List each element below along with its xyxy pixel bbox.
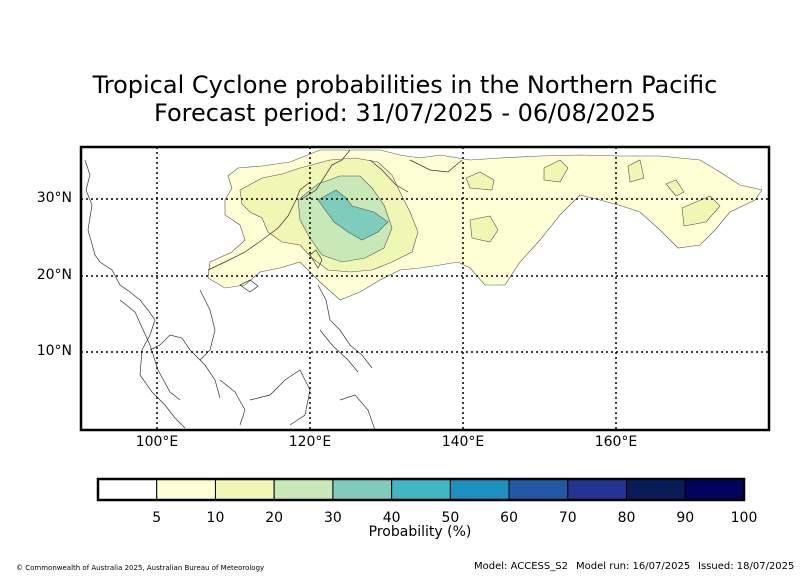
colorbar-tick-label: 50 [441, 510, 460, 526]
colorbar-tick-label: 40 [382, 510, 401, 526]
colorbar-tick-label: 60 [500, 510, 518, 526]
prob-region-10g [665, 179, 685, 197]
colorbar-tick-label: 70 [558, 510, 577, 526]
colorbar-swatch [97, 478, 158, 501]
colorbar-swatch [626, 478, 686, 501]
lon-label-140e: 140°E [441, 434, 485, 450]
prob-region-10c [465, 171, 495, 191]
colorbar-swatch [273, 478, 334, 501]
colorbar-swatch [214, 478, 275, 501]
copyright-notice: © Commonwealth of Australia 2025, Austra… [16, 564, 265, 572]
gridlines [81, 147, 769, 430]
prob-region-10e [627, 159, 645, 183]
map-frame [79, 145, 771, 432]
colorbar-tick-label: 10 [206, 510, 225, 526]
colorbar [96, 477, 746, 502]
colorbar-tick-label: 20 [265, 510, 284, 526]
issued-date: Issued: 18/07/2025 [698, 561, 795, 572]
lon-label-100e: 100°E [135, 434, 179, 450]
prob-region-30 [317, 189, 389, 241]
colorbar-tick-label: 90 [676, 510, 695, 526]
colorbar-frame [96, 477, 746, 502]
prob-region-10d [543, 159, 569, 183]
colorbar-swatch [449, 478, 510, 501]
colorbar-tick-label: 5 [152, 510, 162, 526]
lat-label-30n: 30°N [36, 190, 72, 206]
lon-label-160e: 160°E [594, 434, 638, 450]
colorbar-tick-label: 80 [617, 510, 636, 526]
lat-label-20n: 20°N [36, 267, 72, 283]
prob-region-10f [681, 195, 721, 227]
colorbar-swatch [332, 478, 393, 501]
model-name: Model: ACCESS_S2 [474, 561, 568, 572]
colorbar-tick-label: 30 [323, 510, 342, 526]
model-run-date: Model run: 16/07/2025 [576, 561, 691, 572]
colorbar-swatch [508, 478, 569, 501]
chart-subtitle: Forecast period: 31/07/2025 - 06/08/2025 [154, 99, 656, 127]
colorbar-swatch [567, 478, 628, 501]
prob-region-10b [469, 215, 499, 243]
lat-label-10n: 10°N [36, 343, 72, 359]
colorbar-label: Probability (%) [368, 524, 472, 540]
coastlines [84, 149, 463, 430]
colorbar-tick-label: 100 [730, 510, 758, 526]
colorbar-swatch [684, 478, 745, 501]
colorbar-swatch [391, 478, 451, 501]
chart-title: Tropical Cyclone probabilities in the No… [92, 71, 718, 99]
colorbar-swatch [156, 478, 216, 501]
lon-label-120e: 120°E [288, 434, 332, 450]
